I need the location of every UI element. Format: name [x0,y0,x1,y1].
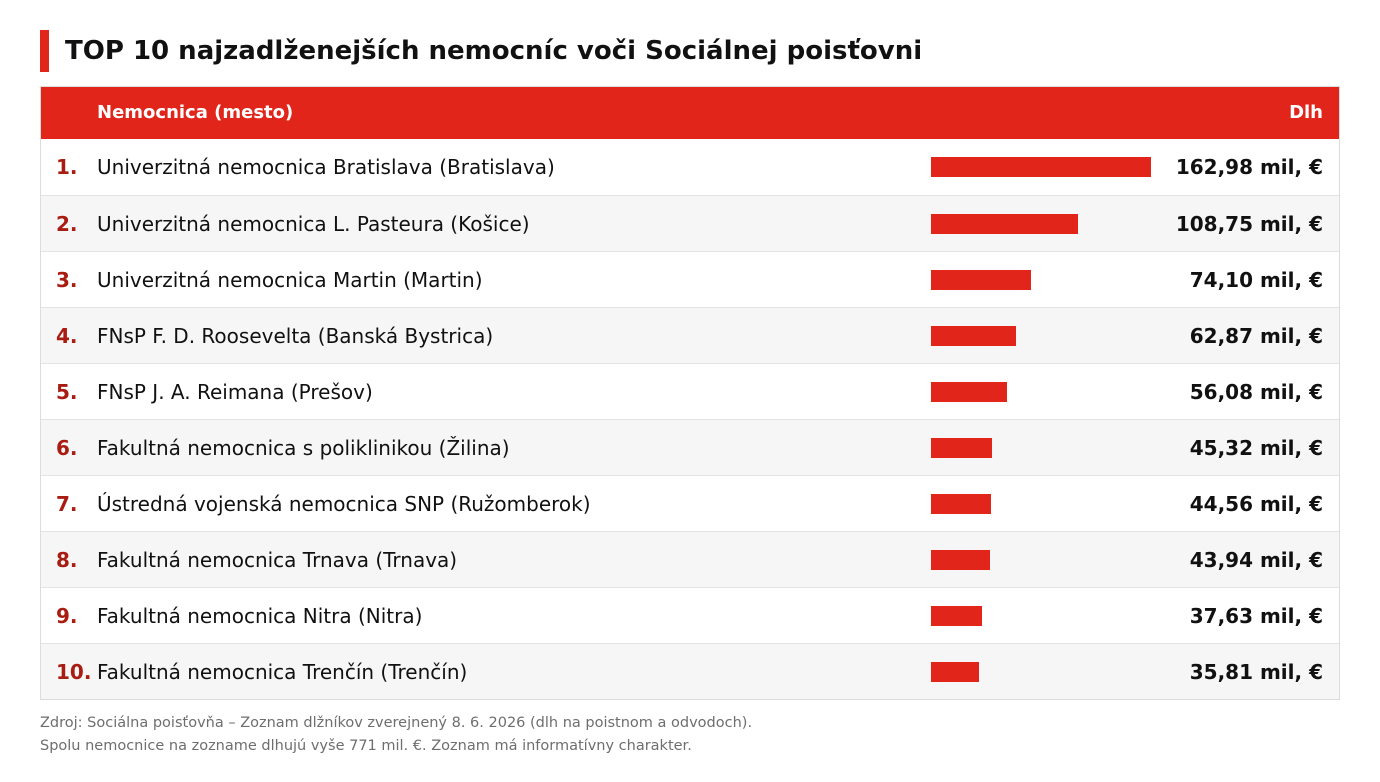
debt-bar-track [931,270,1151,290]
title-accent-bar [40,30,49,72]
total-note: Spolu nemocnice na zozname dlhujú vyše 7… [40,738,692,754]
table-row: 10. Fakultná nemocnica Trenčín (Trenčín) 3… [41,643,1339,699]
debt-bar-track [931,606,1151,626]
column-header-name: Nemocnica (mesto) [97,102,294,123]
hospital-name: Fakultná nemocnica Trenčín (Trenčín) [97,660,468,684]
debt-value: 108,75 mil, € [1175,212,1323,236]
table-row: 8. Fakultná nemocnica Trnava (Trnava) 43,9… [41,531,1339,587]
row-rank: 4. [56,324,78,348]
table-body: 1. Univerzitná nemocnica Bratislava (Brat… [41,139,1339,699]
table-row: 4. FNsP F. D. Roosevelta (Banská Bystrica… [41,307,1339,363]
debt-bar-track [931,494,1151,514]
debt-value: 74,10 mil, € [1189,268,1323,292]
debt-bar-track [931,214,1151,234]
table-row: 3. Univerzitná nemocnica Martin (Martin) 7… [41,251,1339,307]
table-row: 6. Fakultná nemocnica s poliklinikou (Žil… [41,419,1339,475]
hospital-name: FNsP J. A. Reimana (Prešov) [97,380,373,404]
debt-bar [931,326,1016,346]
debt-bar-track [931,550,1151,570]
debt-value: 45,32 mil, € [1189,436,1323,460]
debt-value: 56,08 mil, € [1189,380,1323,404]
title-block: TOP 10 najzadlženejších nemocníc voči So… [40,30,922,72]
row-rank: 5. [56,380,78,404]
table-header: Nemocnica (mesto) Dlh [41,87,1339,139]
hospital-name: Univerzitná nemocnica L. Pasteura (Košic… [97,212,530,236]
page-title: TOP 10 najzadlženejších nemocníc voči So… [65,36,923,66]
debt-bar [931,550,991,570]
debt-bar-track [931,157,1151,177]
hospital-name: Univerzitná nemocnica Bratislava (Bratis… [97,155,555,179]
debt-bar [931,382,1007,402]
table-row: 7. Ústredná vojenská nemocnica SNP (Ružom… [41,475,1339,531]
debt-bar [931,662,980,682]
hospital-name: FNsP F. D. Roosevelta (Banská Bystrica) [97,324,494,348]
table-row: 9. Fakultná nemocnica Nitra (Nitra) 37,63 … [41,587,1339,643]
debt-bar-track [931,382,1151,402]
table-row: 1. Univerzitná nemocnica Bratislava (Brat… [41,139,1339,195]
row-rank: 6. [56,436,78,460]
table-row: 2. Univerzitná nemocnica L. Pasteura (Koš… [41,195,1339,251]
hospital-name: Fakultná nemocnica s poliklinikou (Žilin… [97,436,510,460]
debt-bar [931,494,992,514]
debt-bar [931,214,1078,234]
column-header-debt: Dlh [1289,102,1323,123]
debt-bar [931,157,1151,177]
debt-value: 44,56 mil, € [1189,492,1323,516]
source-note: Zdroj: Sociálna poisťovňa – Zoznam dlžní… [40,715,753,731]
row-rank: 3. [56,268,78,292]
row-rank: 7. [56,492,78,516]
debt-bar [931,438,993,458]
row-rank: 9. [56,604,78,628]
row-rank: 8. [56,548,78,572]
table-row: 5. FNsP J. A. Reimana (Prešov) 56,08 mil, … [41,363,1339,419]
debt-bar [931,606,982,626]
debt-table: Nemocnica (mesto) Dlh 1. Univerzitná nemo… [40,86,1340,700]
hospital-name: Ústredná vojenská nemocnica SNP (Ružombe… [97,492,591,516]
row-rank: 1. [56,155,78,179]
debt-value: 162,98 mil, € [1175,155,1323,179]
debt-value: 35,81 mil, € [1189,660,1323,684]
footnotes: Zdroj: Sociálna poisťovňa – Zoznam dlžní… [40,712,752,758]
debt-value: 62,87 mil, € [1189,324,1323,348]
hospital-name: Univerzitná nemocnica Martin (Martin) [97,268,483,292]
debt-value: 37,63 mil, € [1189,604,1323,628]
row-rank: 2. [56,212,78,236]
debt-bar-track [931,662,1151,682]
debt-bar-track [931,438,1151,458]
hospital-name: Fakultná nemocnica Nitra (Nitra) [97,604,423,628]
debt-bar [931,270,1031,290]
debt-value: 43,94 mil, € [1189,548,1323,572]
hospital-name: Fakultná nemocnica Trnava (Trnava) [97,548,458,572]
row-rank: 10. [56,660,92,684]
debt-bar-track [931,326,1151,346]
